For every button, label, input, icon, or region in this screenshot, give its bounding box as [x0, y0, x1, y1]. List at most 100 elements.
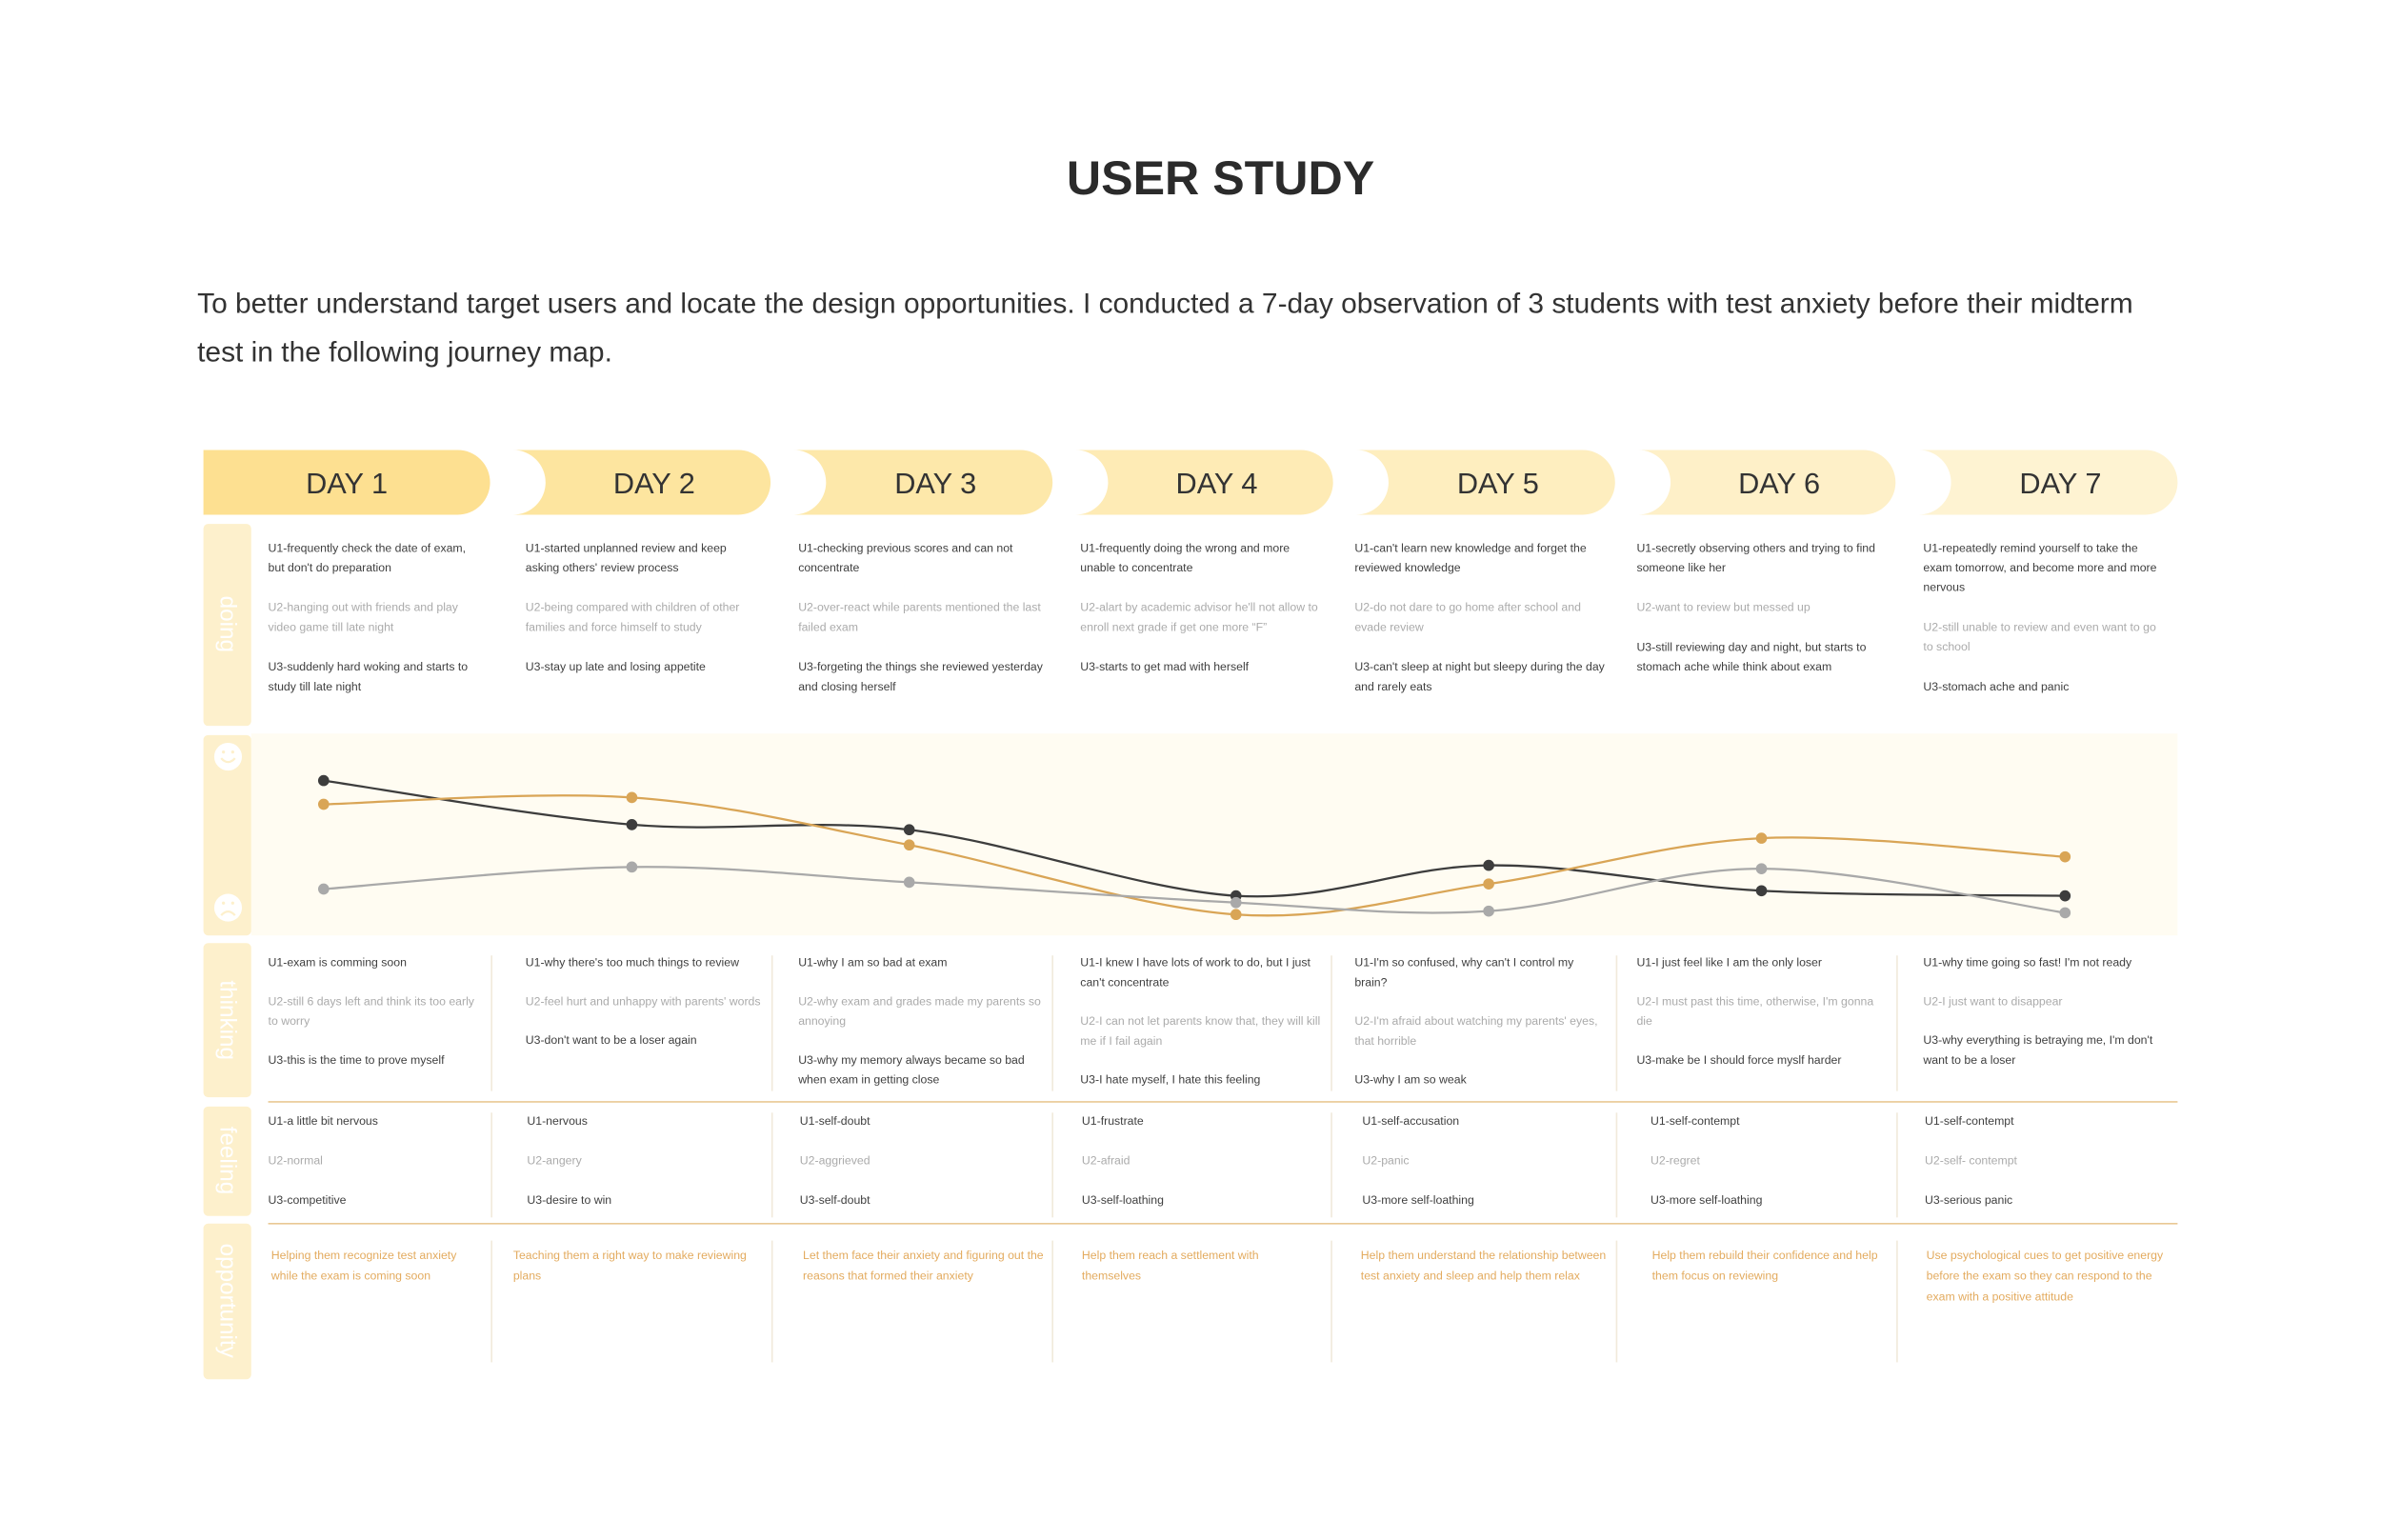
text-line: U3-stay up late and losing appetite [526, 660, 706, 673]
text-line: stomach ache while think about exam [1636, 660, 1831, 673]
text-line: U3-starts to get mad with herself [1080, 660, 1249, 673]
text-line: U1-repeatedly remind yourself to take th… [1923, 541, 2137, 554]
row-label: opportunity [214, 1244, 240, 1359]
emotion-point [903, 839, 915, 851]
day-header [1075, 450, 1333, 515]
thinking-text: U3-why I am so weak [1354, 1073, 1467, 1087]
emotion-point [903, 876, 915, 889]
day-header [793, 450, 1053, 515]
text-line: U3-desire to win [527, 1193, 611, 1207]
day-label: DAY 1 [306, 467, 388, 500]
thinking-text: U2-still 6 days left and think its too e… [269, 994, 475, 1028]
doing-text: U1-can't learn new knowledge and forget … [1354, 541, 1587, 574]
doing-text: U2-being compared with children of other… [526, 601, 740, 634]
text-line: evade review [1354, 620, 1423, 633]
day-header [1918, 450, 2178, 515]
doing-text: U3-forgeting the things she reviewed yes… [798, 660, 1044, 693]
text-line: U3-stomach ache and panic [1923, 680, 2069, 693]
opportunity-text: Help them reach a settlement with themsel… [1082, 1249, 1259, 1283]
text-line: U2-why exam and grades made my parents s… [798, 994, 1041, 1008]
feeling-text: U3-more self-loathing [1362, 1193, 1474, 1207]
text-line: die [1636, 1014, 1652, 1028]
feeling-text: U1-frustrate [1082, 1114, 1144, 1128]
doing-text: U3-stay up late and losing appetite [526, 660, 706, 673]
thinking-text: U1-I knew I have lots of work to do, but… [1080, 956, 1311, 990]
thinking-text: U1-exam is comming soon [269, 956, 408, 970]
text-line: U3-why I am so weak [1354, 1073, 1467, 1087]
doing-text: U3-can't sleep at night but sleepy durin… [1354, 660, 1605, 693]
text-line: brain? [1354, 975, 1387, 989]
day-label: DAY 3 [894, 467, 976, 500]
emotion-point [1483, 859, 1494, 871]
text-line: U3-self-doubt [800, 1193, 870, 1207]
doing-text: U1-frequently doing the wrong and more un… [1080, 541, 1290, 574]
text-line: want to be a loser [1922, 1053, 2015, 1067]
text-line: U2-over-react while parents mentioned th… [798, 601, 1044, 614]
doing-text: U1-started unplanned review and keep aski… [526, 541, 727, 574]
feeling-text: U1-nervous [527, 1114, 587, 1128]
day-label: DAY 4 [1176, 467, 1258, 500]
doing-text: U3-starts to get mad with herself [1080, 660, 1249, 673]
text-line: U2-self- contempt [1925, 1153, 2018, 1167]
text-line: reasons that formed their anxiety [803, 1270, 974, 1283]
feeling-text: U3-more self-loathing [1651, 1193, 1763, 1207]
doing-text: U1-repeatedly remind yourself to take th… [1923, 541, 2156, 593]
text-line: themselves [1082, 1270, 1141, 1283]
side-box [203, 943, 251, 1098]
text-line: plans [513, 1270, 541, 1283]
thinking-text: U2-why exam and grades made my parents s… [798, 994, 1041, 1028]
doing-text: U1-checking previous scores and can not c… [798, 541, 1013, 574]
opportunity-text: Help them rebuild their confidence and h… [1652, 1249, 1878, 1283]
text-line: exam with a positive attitude [1927, 1290, 2073, 1303]
text-line: U3-why everything is betraying me, I'm d… [1923, 1033, 2152, 1047]
text-line: video game till late night [269, 620, 394, 633]
emotion-band [250, 733, 2178, 936]
text-line: U1-secretly observing others and trying … [1636, 541, 1875, 554]
text-line: to worry [269, 1014, 311, 1028]
text-line: U3-don't want to be a loser again [526, 1033, 697, 1047]
text-line: Help them understand the relationship be… [1361, 1249, 1607, 1262]
text-line: U2-I just want to disappear [1923, 994, 2062, 1008]
text-line: U2-afraid [1082, 1153, 1130, 1167]
text-line: U2-panic [1362, 1153, 1409, 1167]
feeling-text: U3-competitive [269, 1193, 347, 1207]
doing-text: U2-want to review but messed up [1636, 601, 1810, 614]
feeling-text: U1-self-contempt [1925, 1114, 2014, 1128]
emotion-point [626, 791, 638, 804]
row-label: doing [214, 596, 240, 652]
feeling-text: U2-normal [269, 1153, 323, 1167]
text-line: U3-competitive [269, 1193, 347, 1207]
doing-text: U2-do not dare to go home after school a… [1354, 601, 1581, 634]
text-line: unable to concentrate [1080, 561, 1192, 574]
side-box [203, 1223, 251, 1380]
emotion-point [2059, 907, 2071, 919]
text-line: U3-I hate myself, I hate this feeling [1080, 1073, 1260, 1087]
text-line: exam tomorrow, and become more and more [1923, 561, 2156, 574]
text-line: U1-frustrate [1082, 1114, 1144, 1128]
feeling-text: U1-self-accusation [1362, 1114, 1459, 1128]
text-line: U1-self-accusation [1362, 1114, 1459, 1128]
feeling-text: U2-afraid [1082, 1153, 1130, 1167]
feeling-text: U1-self-contempt [1651, 1114, 1740, 1128]
emotion-point [1755, 863, 1768, 874]
thinking-text: U2-feel hurt and unhappy with parents' w… [526, 994, 761, 1008]
page-title: USER STUDY [1067, 151, 1374, 205]
thinking-text: U3-why my memory always became so bad whe… [797, 1053, 1025, 1087]
text-line: To better understand target users and lo… [197, 288, 2133, 319]
text-line: before the exam so they can respond to t… [1927, 1270, 2152, 1283]
doing-text: U1-frequently check the date of exam, but… [269, 541, 467, 574]
feeling-text: U3-self-doubt [800, 1193, 870, 1207]
text-line: U2-alart by academic advisor he'll not a… [1080, 601, 1318, 614]
text-line: and closing herself [798, 680, 896, 693]
text-line: U3-more self-loathing [1651, 1193, 1763, 1207]
emotion-point [1230, 896, 1242, 909]
emotion-point [626, 861, 638, 873]
text-line: Use psychological cues to get positive e… [1927, 1249, 2164, 1262]
feeling-text: U2-regret [1651, 1153, 1700, 1167]
doing-text: U2-hanging out with friends and play vide… [269, 601, 459, 634]
doing-text: U3-suddenly hard woking and starts to stu… [269, 660, 469, 693]
emotion-point [2059, 850, 2071, 863]
text-line: concentrate [798, 561, 859, 574]
emotion-point [1483, 905, 1494, 917]
